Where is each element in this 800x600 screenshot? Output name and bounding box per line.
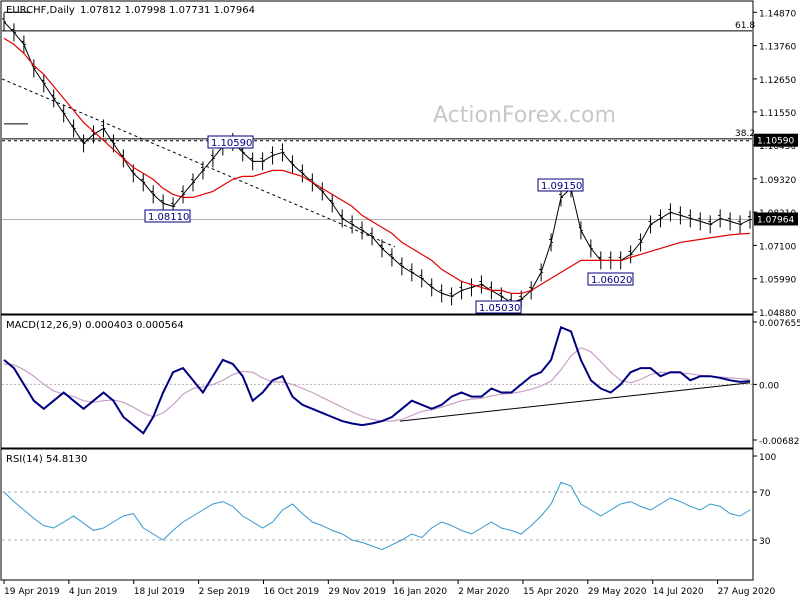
price-annotation-box [144, 209, 191, 223]
rsi-line [3, 481, 751, 551]
rsi-title: RSI(14) 54.8130 [6, 454, 87, 465]
x-tick-label: 19 Apr 2019 [4, 587, 60, 597]
x-tick-label: 18 Jul 2019 [134, 587, 185, 597]
x-tick-label: 16 Oct 2019 [263, 587, 319, 597]
moving-average-line [3, 37, 751, 294]
price-annotation-label: 1.08110 [148, 212, 189, 223]
x-tick-label: 29 May 2020 [588, 587, 647, 597]
price-ytick-label: 1.09320 [759, 176, 796, 186]
x-tick-label: 16 Jan 2020 [393, 587, 447, 597]
price-annotation-label: 1.10590 [211, 138, 252, 149]
macd-axis: 0.007655 0.00 -0.006822 [2, 319, 800, 447]
resistance-price-tag [754, 133, 798, 147]
price-annotations: 1.10590 1.08110 1.05030 1.09150 1.06020 [144, 135, 634, 314]
price-annotation-label: 1.06020 [591, 275, 632, 286]
rsi-ytick-label: 100 [759, 453, 776, 463]
rsi-axis: 100 70 30 [2, 453, 776, 547]
rsi-ytick-label: 30 [759, 537, 771, 547]
watermark: ActionForex.com [433, 103, 616, 128]
x-tick-label: 15 Apr 2020 [523, 587, 579, 597]
chart-ohlc: 1.07812 1.07998 1.07731 1.07964 [80, 5, 255, 16]
fib-618-label: 61.8 [735, 21, 755, 31]
price-annotation-box [587, 272, 634, 286]
price-ytick-label: 1.14870 [759, 9, 796, 19]
price-annotation-label: 1.09150 [541, 181, 582, 192]
x-tick-label: 4 Jun 2019 [69, 587, 118, 597]
macd-line [3, 325, 751, 435]
macd-ytick-label: 0.00 [759, 381, 779, 391]
price-ytick-label: 1.11550 [759, 109, 796, 119]
current-price-tag [754, 212, 798, 226]
rsi-ytick-label: 70 [759, 489, 771, 499]
price-annotation-box [207, 135, 254, 149]
macd-signal-line [3, 347, 751, 422]
rsi-series [3, 481, 751, 551]
chart-symbol: EURCHF,Daily [6, 5, 75, 16]
price-ytick-label: 1.05990 [759, 276, 796, 286]
fib-382-label: 38.2 [735, 129, 755, 139]
price-close-line [3, 21, 751, 303]
current-price-tag-text: 1.07964 [757, 215, 794, 225]
price-ytick-label: 1.13760 [759, 43, 796, 53]
x-tick-label: 14 Jul 2020 [653, 587, 704, 597]
x-axis: 19 Apr 2019 4 Jun 2019 18 Jul 2019 2 Sep 20… [3, 580, 776, 597]
price-grid: 61.8 38.2 [1, 11, 755, 248]
x-tick-label: 27 Aug 2020 [718, 587, 776, 597]
macd-trendline [399, 382, 751, 422]
x-tick-label: 2 Sep 2019 [199, 587, 251, 597]
price-ytick-label: 1.10450 [759, 142, 796, 152]
price-panel-frame [0, 0, 754, 315]
rsi-panel-frame [0, 448, 754, 581]
macd-ytick-label: 0.007655 [759, 319, 800, 329]
x-tick-label: 2 Mar 2020 [458, 587, 510, 597]
price-axis: 1.14870 1.13760 1.12650 1.11550 1.10450 1.093… [753, 9, 798, 319]
price-ytick-label: 1.04880 [759, 309, 796, 319]
x-tick-label: 29 Nov 2019 [328, 587, 386, 597]
price-annotation-box [537, 178, 584, 192]
downtrend-line [1, 78, 396, 248]
price-ytick-label: 1.12650 [759, 76, 796, 86]
price-annotation-box [475, 300, 522, 314]
price-annotation-label: 1.05030 [479, 303, 520, 314]
macd-title: MACD(12,26,9) 0.000403 0.000564 [6, 320, 184, 331]
macd-series [3, 325, 751, 435]
macd-ytick-label: -0.006822 [759, 437, 800, 447]
resistance-price-tag-text: 1.10590 [757, 137, 794, 147]
price-ytick-label: 1.07100 [759, 242, 796, 252]
macd-panel-frame [0, 314, 754, 449]
